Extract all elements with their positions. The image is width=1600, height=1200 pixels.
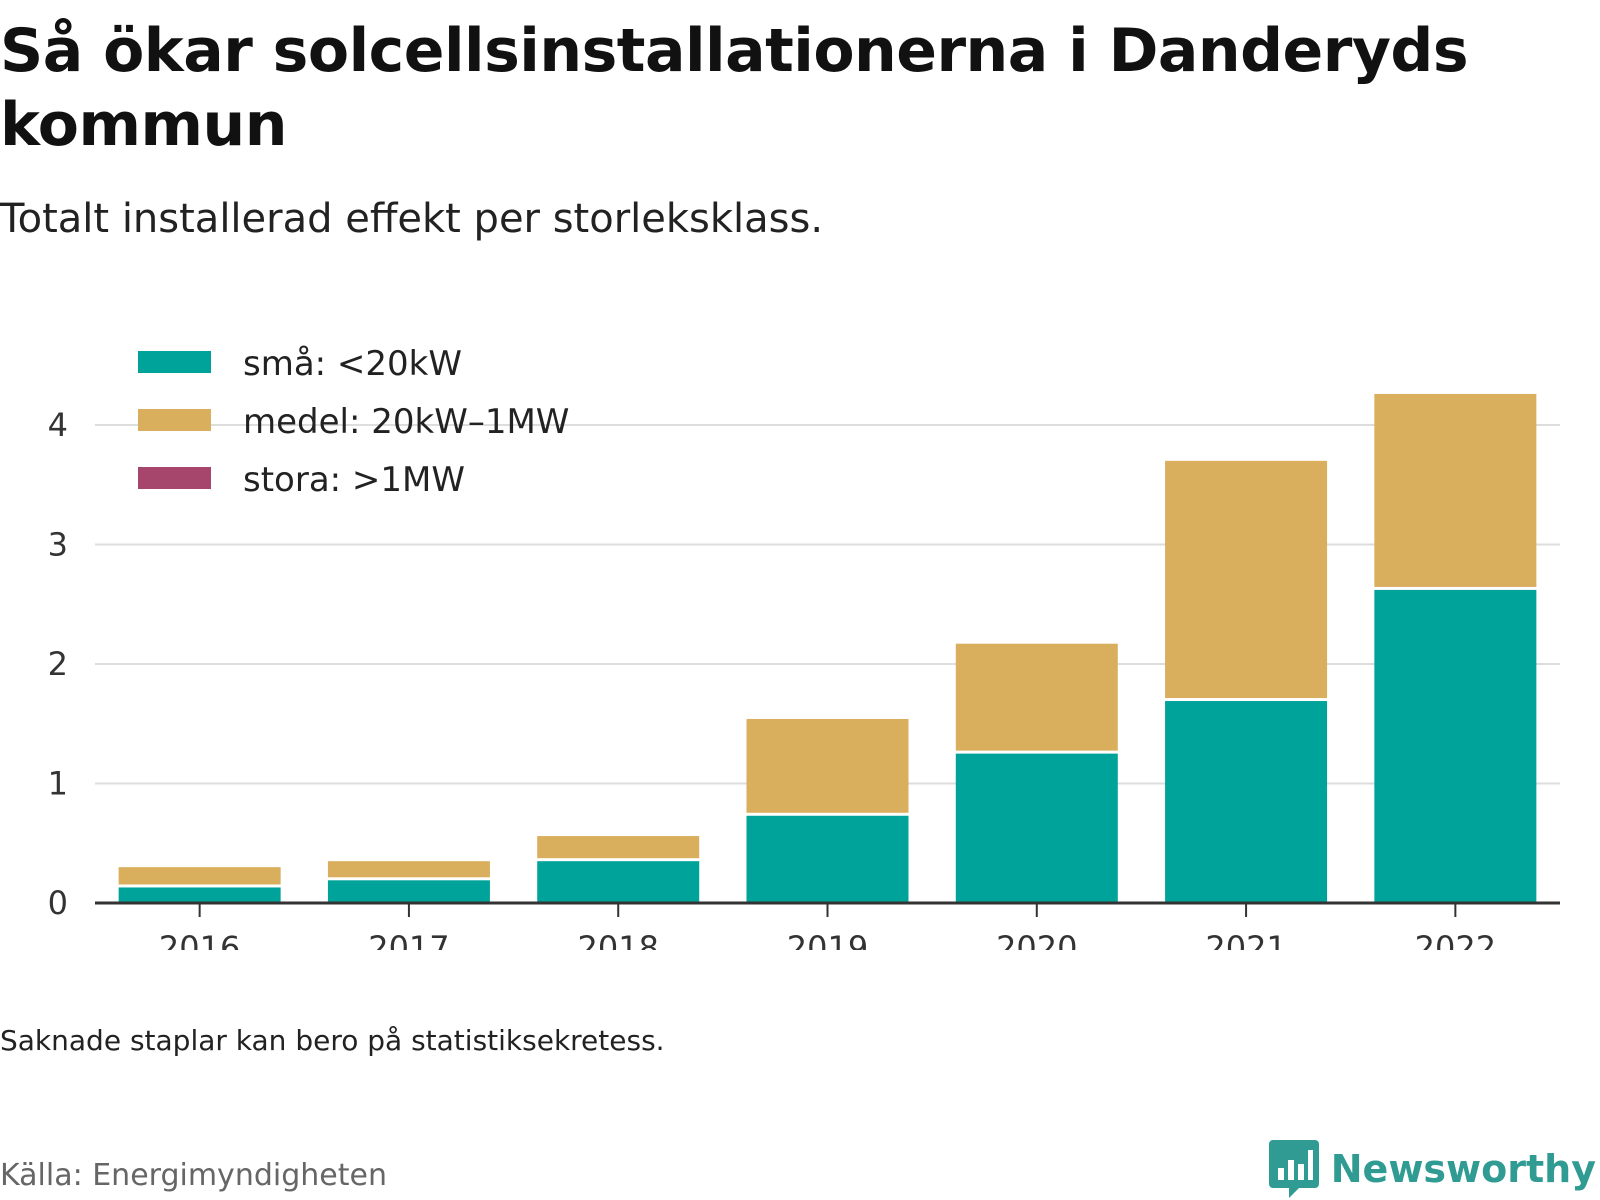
chart-title: Så ökar solcellsinstallationerna i Dande… bbox=[0, 16, 1469, 160]
chart-subtitle: Totalt installerad effekt per storlekskl… bbox=[0, 196, 824, 242]
axes: 0 1 2 3 4 2016 2017 2018 2019 2020 2021 2022 bbox=[48, 406, 1560, 950]
source-label: Källa: Energimyndigheten bbox=[0, 1158, 387, 1193]
y-tick-label: 0 bbox=[48, 884, 68, 922]
bar-2020-series-0 bbox=[955, 753, 1118, 903]
bar-2020-series-1 bbox=[955, 643, 1118, 751]
brand-name: Newsworthy bbox=[1330, 1147, 1596, 1191]
bar-2018-series-0 bbox=[537, 861, 700, 903]
bar-2016-series-1 bbox=[118, 867, 281, 885]
x-tick-label-2018: 2018 bbox=[577, 929, 658, 950]
legend: små: <20kW medel: 20kW–1MW stora: >1MW bbox=[138, 344, 569, 500]
bar-2022-series-0 bbox=[1374, 589, 1537, 903]
brand-logo: Newsworthy bbox=[1268, 1140, 1596, 1198]
legend-label-1: medel: 20kW–1MW bbox=[243, 402, 569, 442]
legend-label-0: små: <20kW bbox=[243, 344, 462, 384]
bar-2017-series-1 bbox=[327, 861, 490, 878]
bar-2019-series-0 bbox=[746, 815, 909, 903]
x-tick-label-2016: 2016 bbox=[159, 929, 240, 950]
legend-label-2: stora: >1MW bbox=[243, 460, 465, 500]
x-tick-label-2022: 2022 bbox=[1415, 929, 1496, 950]
legend-swatch-2 bbox=[138, 467, 211, 489]
legend-swatch-0 bbox=[138, 351, 211, 373]
stacked-bar-chart: 0 1 2 3 4 2016 2017 2018 2019 2020 2021 2022 små: <… bbox=[48, 344, 1560, 950]
footnote: Saknade staplar kan bero på statistiksek… bbox=[0, 1024, 665, 1057]
x-tick-label-2019: 2019 bbox=[787, 929, 868, 950]
bars bbox=[118, 393, 1537, 903]
bar-chart-speech-bubble-icon bbox=[1268, 1140, 1319, 1198]
bar-2021-series-1 bbox=[1165, 460, 1328, 699]
y-tick-label: 1 bbox=[48, 765, 68, 803]
bar-2017-series-0 bbox=[327, 880, 490, 903]
x-tick-label-2021: 2021 bbox=[1205, 929, 1286, 950]
legend-swatch-1 bbox=[138, 409, 211, 431]
x-tick-label-2020: 2020 bbox=[996, 929, 1077, 950]
bar-2021-series-0 bbox=[1165, 701, 1328, 903]
bar-2022-series-1 bbox=[1374, 393, 1537, 587]
y-tick-label: 3 bbox=[48, 526, 68, 564]
y-tick-label: 2 bbox=[48, 645, 68, 683]
y-tick-label: 4 bbox=[48, 406, 68, 444]
bar-2019-series-1 bbox=[746, 718, 909, 813]
x-tick-label-2017: 2017 bbox=[368, 929, 449, 950]
bar-2018-series-1 bbox=[537, 836, 700, 859]
bar-2016-series-0 bbox=[118, 887, 281, 903]
